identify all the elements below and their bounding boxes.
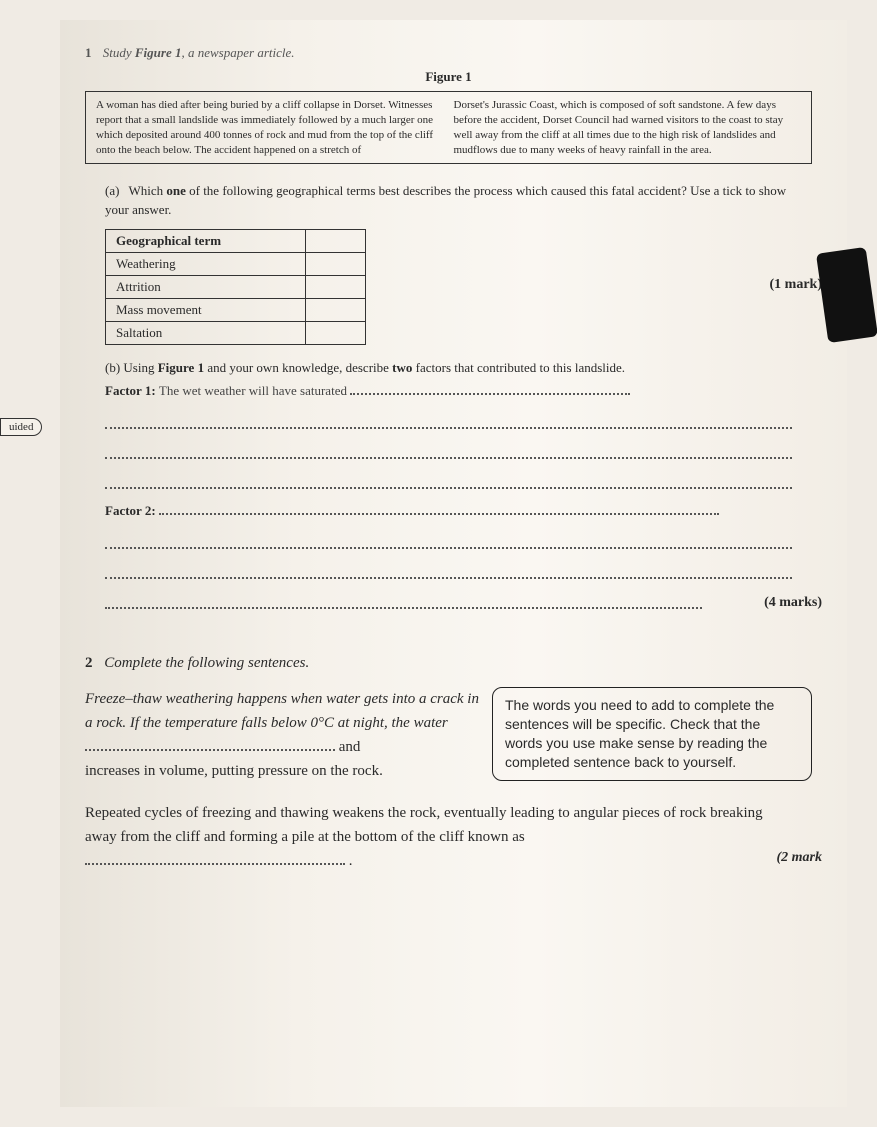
part-b-label: (b) [105, 360, 120, 375]
dotted-line[interactable] [105, 531, 792, 549]
terms-table: Geographical term Weathering Attrition M… [105, 229, 366, 345]
q1-instr-pre: Study [103, 45, 135, 60]
q2-head-text: Complete the following sentences. [104, 655, 309, 671]
hint-box: The words you need to add to complete th… [492, 687, 812, 781]
q2-p1a: Freeze–thaw weathering happens when wate… [85, 691, 479, 731]
dotted-line[interactable] [105, 411, 792, 429]
part-a-pre: Which [128, 183, 166, 198]
factor-1-line: Factor 1: The wet weather will have satu… [105, 383, 812, 399]
tick-cell[interactable] [306, 321, 366, 344]
dotted-line[interactable] [105, 561, 792, 579]
dotted-line[interactable] [159, 503, 719, 515]
q2-and: and [339, 739, 361, 755]
part-a-question: (a) Which one of the following geographi… [105, 182, 812, 218]
factor-1-handwritten: The wet weather will have saturated [159, 383, 347, 398]
part-a-bold: one [166, 183, 186, 198]
q2-paragraph-2: (2 mark Repeated cycles of freezing and … [85, 801, 812, 873]
figure-col-2: Dorset's Jurassic Coast, which is compos… [454, 98, 802, 157]
question-1-instruction: 1 Study Figure 1, a newspaper article. [85, 45, 812, 61]
part-a-post: of the following geographical terms best… [105, 183, 786, 216]
factor-2-label: Factor 2: [105, 503, 156, 518]
part-a-marks: (1 mark) [770, 277, 823, 293]
q1-figure-ref: Figure 1 [135, 45, 182, 60]
dotted-line[interactable] [105, 591, 702, 609]
table-header: Geographical term [106, 229, 306, 252]
table-row: Mass movement [106, 298, 306, 321]
table-row: Attrition [106, 275, 306, 298]
dotted-line[interactable] [105, 441, 792, 459]
q2-p1c: increases in volume, putting pressure on… [85, 763, 383, 779]
pen-object [816, 247, 877, 343]
figure-1-label: Figure 1 [85, 69, 812, 85]
q2-p2b: . [349, 853, 353, 869]
part-b-mid: and your own knowledge, describe [204, 360, 392, 375]
dotted-line[interactable] [105, 471, 792, 489]
part-b-pre: Using [123, 360, 157, 375]
part-b-fig: Figure 1 [158, 360, 204, 375]
tick-cell[interactable] [306, 298, 366, 321]
q2-marks: (2 mark [777, 847, 823, 869]
q1-number: 1 [85, 45, 92, 60]
q2-p2a: Repeated cycles of freezing and thawing … [85, 805, 763, 845]
dotted-line[interactable] [85, 853, 345, 865]
q2-number: 2 [85, 655, 93, 671]
worksheet-page: 1 Study Figure 1, a newspaper article. F… [60, 20, 847, 1107]
part-b-question: (b) Using Figure 1 and your own knowledg… [105, 359, 812, 377]
dotted-line[interactable] [350, 383, 630, 395]
dotted-line[interactable] [85, 739, 335, 751]
guided-badge: uided [0, 418, 42, 436]
question-2: 2 Complete the following sentences. The … [85, 651, 812, 873]
table-row: Weathering [106, 252, 306, 275]
part-b-bold: two [392, 360, 412, 375]
figure-1-box: A woman has died after being buried by a… [85, 91, 812, 164]
q2-heading: 2 Complete the following sentences. [85, 651, 812, 675]
q1-instr-post: , a newspaper article. [181, 45, 294, 60]
part-b-post: factors that contributed to this landsli… [412, 360, 625, 375]
part-a-label: (a) [105, 183, 119, 198]
figure-col-1: A woman has died after being buried by a… [96, 98, 444, 157]
tick-cell[interactable] [306, 252, 366, 275]
tick-cell[interactable] [306, 275, 366, 298]
tick-cell[interactable] [306, 229, 366, 252]
factor-1-label: Factor 1: [105, 383, 156, 398]
table-row: Saltation [106, 321, 306, 344]
part-b-marks: (4 marks) [764, 595, 822, 611]
factor-2-line: Factor 2: [105, 503, 812, 519]
